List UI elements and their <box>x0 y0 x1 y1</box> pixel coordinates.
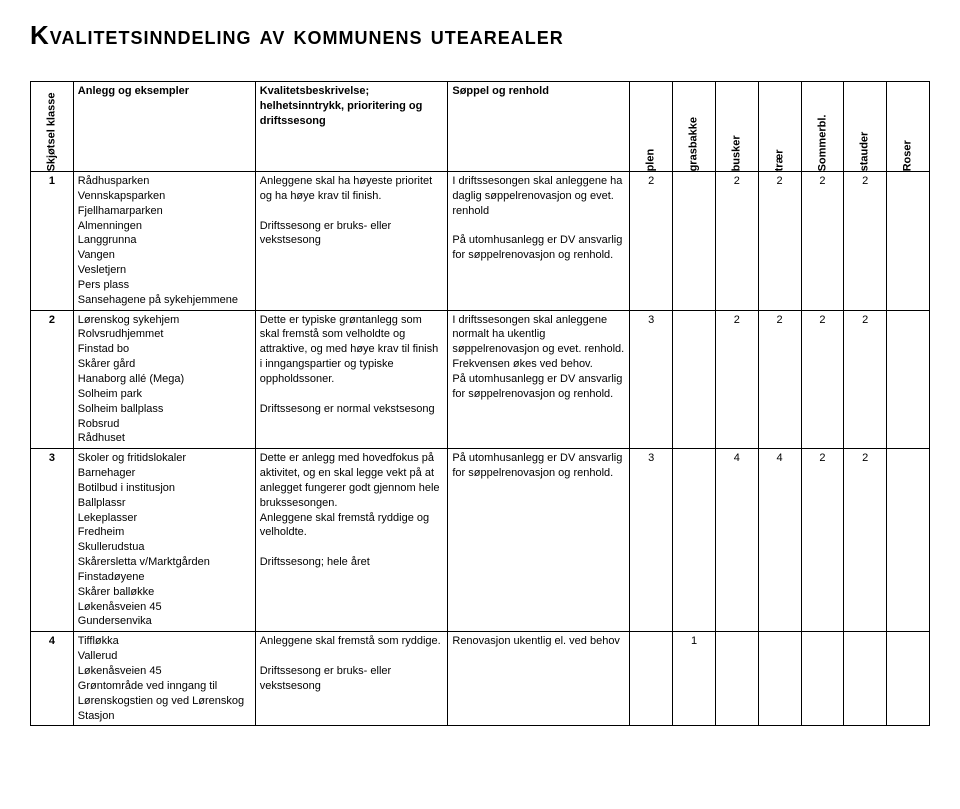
col-header-stauder: stauder <box>844 82 887 172</box>
col-header-klasse: Skjøtsel klasse <box>31 82 74 172</box>
col-header-traer: trær <box>758 82 801 172</box>
col-header-anlegg: Anlegg og eksempler <box>73 82 255 172</box>
cell-stauder: 2 <box>844 172 887 311</box>
cell-klasse: 4 <box>31 632 74 726</box>
col-header-busker: busker <box>715 82 758 172</box>
cell-grasbakke <box>673 449 716 632</box>
cell-busker <box>715 632 758 726</box>
cell-sommerbl <box>801 632 844 726</box>
table-row: 2Lørenskog sykehjem Rolvsrudhjemmet Fins… <box>31 310 930 449</box>
cell-plen: 3 <box>630 449 673 632</box>
cell-klasse: 2 <box>31 310 74 449</box>
cell-kvalitet: Anleggene skal ha høyeste prioritet og h… <box>255 172 448 311</box>
cell-anlegg: Lørenskog sykehjem Rolvsrudhjemmet Finst… <box>73 310 255 449</box>
table-row: 3Skoler og fritidslokaler Barnehager Bot… <box>31 449 930 632</box>
cell-kvalitet: Anleggene skal fremstå som ryddige. Drif… <box>255 632 448 726</box>
cell-plen <box>630 632 673 726</box>
cell-busker: 4 <box>715 449 758 632</box>
cell-roser <box>887 632 930 726</box>
cell-grasbakke: 1 <box>673 632 716 726</box>
cell-traer: 2 <box>758 310 801 449</box>
quality-table: Skjøtsel klasse Anlegg og eksempler Kval… <box>30 81 930 726</box>
cell-traer <box>758 632 801 726</box>
cell-anlegg: Tiffløkka Vallerud Løkenåsveien 45 Grønt… <box>73 632 255 726</box>
cell-grasbakke <box>673 172 716 311</box>
cell-busker: 2 <box>715 310 758 449</box>
cell-anlegg: Skoler og fritidslokaler Barnehager Boti… <box>73 449 255 632</box>
cell-klasse: 1 <box>31 172 74 311</box>
cell-kvalitet: Dette er anlegg med hovedfokus på aktivi… <box>255 449 448 632</box>
col-header-grasbakke: grasbakke <box>673 82 716 172</box>
cell-stauder <box>844 632 887 726</box>
cell-traer: 2 <box>758 172 801 311</box>
cell-busker: 2 <box>715 172 758 311</box>
table-body: 1Rådhusparken Vennskapsparken Fjellhamar… <box>31 172 930 726</box>
cell-sommerbl: 2 <box>801 310 844 449</box>
cell-soppel: Renovasjon ukentlig el. ved behov <box>448 632 630 726</box>
col-header-roser: Roser <box>887 82 930 172</box>
cell-stauder: 2 <box>844 310 887 449</box>
cell-klasse: 3 <box>31 449 74 632</box>
table-row: 1Rådhusparken Vennskapsparken Fjellhamar… <box>31 172 930 311</box>
cell-plen: 2 <box>630 172 673 311</box>
col-header-soppel: Søppel og renhold <box>448 82 630 172</box>
col-header-kvalitet: Kvalitetsbeskrivelse; helhetsinntrykk, p… <box>255 82 448 172</box>
cell-anlegg: Rådhusparken Vennskapsparken Fjellhamarp… <box>73 172 255 311</box>
cell-plen: 3 <box>630 310 673 449</box>
col-header-sommerbl: Sommerbl. <box>801 82 844 172</box>
cell-roser <box>887 172 930 311</box>
cell-stauder: 2 <box>844 449 887 632</box>
cell-roser <box>887 449 930 632</box>
cell-roser <box>887 310 930 449</box>
cell-kvalitet: Dette er typiske grøntanlegg som skal fr… <box>255 310 448 449</box>
cell-soppel: I driftssesongen skal anleggene normalt … <box>448 310 630 449</box>
cell-sommerbl: 2 <box>801 449 844 632</box>
page-title: Kvalitetsinndeling av kommunens uteareal… <box>30 20 930 51</box>
cell-grasbakke <box>673 310 716 449</box>
cell-sommerbl: 2 <box>801 172 844 311</box>
table-row: 4Tiffløkka Vallerud Løkenåsveien 45 Grøn… <box>31 632 930 726</box>
table-header-row: Skjøtsel klasse Anlegg og eksempler Kval… <box>31 82 930 172</box>
cell-soppel: I driftssesongen skal anleggene ha dagli… <box>448 172 630 311</box>
col-header-plen: plen <box>630 82 673 172</box>
cell-soppel: På utomhusanlegg er DV ansvarlig for søp… <box>448 449 630 632</box>
cell-traer: 4 <box>758 449 801 632</box>
